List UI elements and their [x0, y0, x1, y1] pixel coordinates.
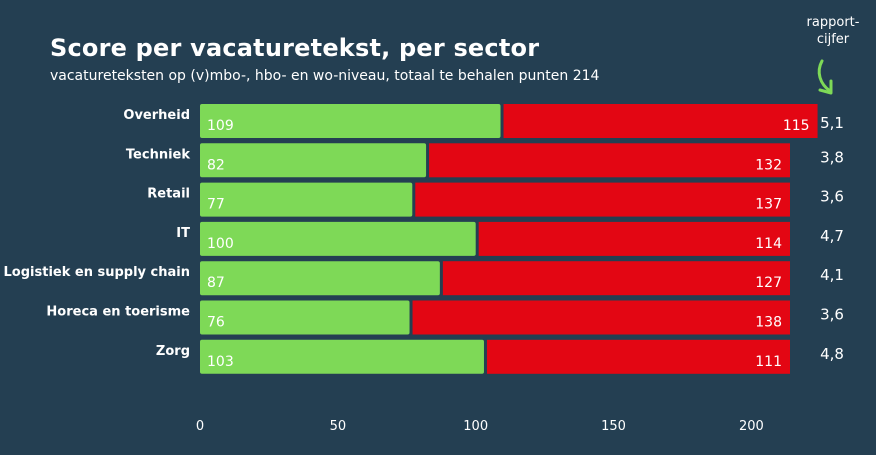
- grade-header-line1: rapport-: [806, 15, 860, 30]
- bar-missing: [442, 261, 790, 296]
- score-value-label: 77: [207, 197, 225, 213]
- bar-score: [200, 339, 484, 374]
- grade-value: 4,7: [820, 227, 844, 245]
- missing-value-label: 111: [755, 354, 782, 370]
- x-tick-label: 200: [739, 419, 764, 434]
- score-value-label: 109: [207, 118, 234, 134]
- grade-value: 3,8: [820, 148, 844, 166]
- missing-value-label: 115: [783, 118, 810, 134]
- grade-column-header: rapport- cijfer: [800, 14, 866, 48]
- grade-value: 5,1: [820, 114, 844, 132]
- x-tick-label: 150: [601, 419, 626, 434]
- score-value-label: 100: [207, 236, 234, 252]
- x-tick-label: 100: [463, 419, 488, 434]
- curved-arrow-down-icon: [817, 59, 833, 95]
- bar-missing: [429, 143, 790, 178]
- bar-score: [200, 182, 413, 217]
- category-label: Retail: [147, 187, 190, 202]
- score-value-label: 76: [207, 315, 225, 331]
- bar-score: [200, 143, 427, 178]
- bar-missing: [412, 300, 790, 335]
- score-value-label: 87: [207, 275, 225, 291]
- missing-value-label: 137: [755, 197, 782, 213]
- bar-score: [200, 261, 440, 296]
- bar-score: [200, 221, 476, 256]
- score-value-label: 103: [207, 354, 234, 370]
- bar-missing: [503, 104, 818, 138]
- grade-value: 4,1: [820, 266, 844, 284]
- bar-score: [200, 300, 410, 335]
- grade-value: 4,8: [820, 345, 844, 363]
- bar-missing: [415, 182, 790, 217]
- missing-value-label: 132: [755, 157, 782, 173]
- bar-score: [200, 104, 501, 138]
- missing-value-label: 138: [755, 315, 782, 331]
- category-label: Horeca en toerisme: [46, 305, 190, 320]
- score-value-label: 82: [207, 157, 225, 173]
- category-label: Logistiek en supply chain: [4, 265, 190, 280]
- x-tick-label: 50: [330, 419, 347, 434]
- missing-value-label: 127: [755, 275, 782, 291]
- category-label: Techniek: [126, 147, 190, 162]
- chart-title: Score per vacaturetekst, per sector: [50, 34, 540, 62]
- bar-missing: [478, 221, 790, 256]
- grade-value: 3,6: [820, 306, 844, 324]
- category-label: Zorg: [156, 344, 190, 359]
- x-tick-label: 0: [196, 419, 204, 434]
- chart-subtitle: vacatureteksten op (v)mbo-, hbo- en wo-n…: [50, 68, 600, 84]
- grade-value: 3,6: [820, 188, 844, 206]
- bar-missing: [486, 339, 790, 374]
- missing-value-label: 114: [755, 236, 782, 252]
- grade-header-line2: cijfer: [816, 32, 850, 47]
- category-label: IT: [176, 226, 190, 241]
- category-label: Overheid: [123, 108, 190, 123]
